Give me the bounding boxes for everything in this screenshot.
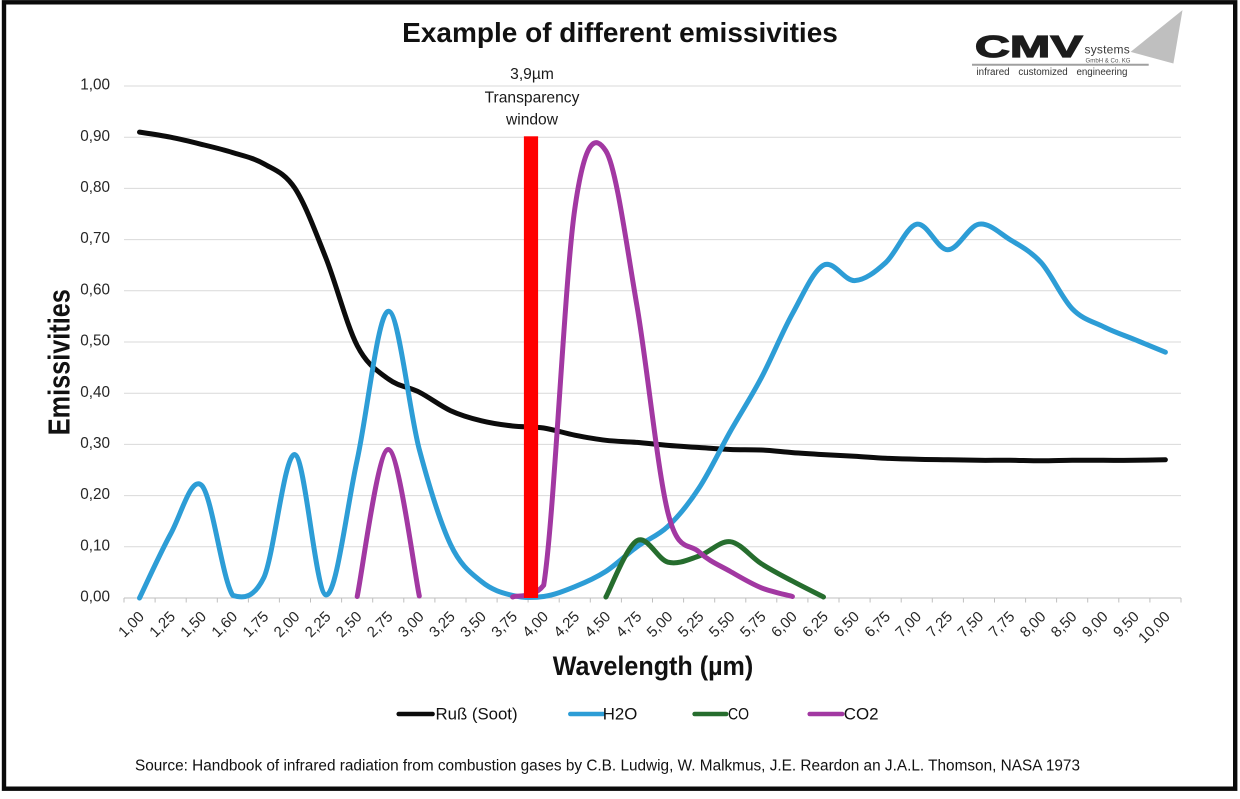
svg-text:Source: Handbook of infrared r: Source: Handbook of infrared radiation f… [135, 758, 1080, 775]
svg-text:window: window [505, 112, 559, 129]
svg-text:Wavelength (µm): Wavelength (µm) [553, 651, 754, 681]
svg-text:0,60: 0,60 [80, 281, 110, 298]
svg-text:0,00: 0,00 [80, 589, 110, 606]
svg-text:0,50: 0,50 [80, 333, 110, 350]
svg-text:0,10: 0,10 [80, 537, 110, 554]
svg-text:systems: systems [1085, 43, 1130, 57]
svg-text:Ruß (Soot): Ruß (Soot) [436, 705, 518, 724]
svg-text:0,70: 0,70 [80, 230, 110, 247]
svg-text:CO2: CO2 [844, 705, 879, 724]
svg-text:H2O: H2O [603, 705, 638, 724]
svg-text:GmbH & Co. KG: GmbH & Co. KG [1086, 58, 1131, 65]
svg-text:Example of different emissivit: Example of different emissivities [402, 17, 838, 48]
svg-text:0,90: 0,90 [80, 128, 110, 145]
svg-text:1,00: 1,00 [80, 77, 110, 94]
svg-text:0,80: 0,80 [80, 179, 110, 196]
svg-text:Emissivities: Emissivities [42, 289, 77, 435]
svg-text:CMV: CMV [975, 29, 1083, 64]
svg-text:infrared customized engineerin: infrared customized engineering [977, 67, 1128, 78]
svg-text:3,9µm: 3,9µm [510, 66, 554, 83]
svg-text:0,30: 0,30 [80, 435, 110, 452]
svg-text:Transparency: Transparency [485, 90, 580, 107]
svg-text:CO: CO [728, 705, 749, 724]
svg-text:0,20: 0,20 [80, 486, 110, 503]
svg-text:0,40: 0,40 [80, 384, 110, 401]
